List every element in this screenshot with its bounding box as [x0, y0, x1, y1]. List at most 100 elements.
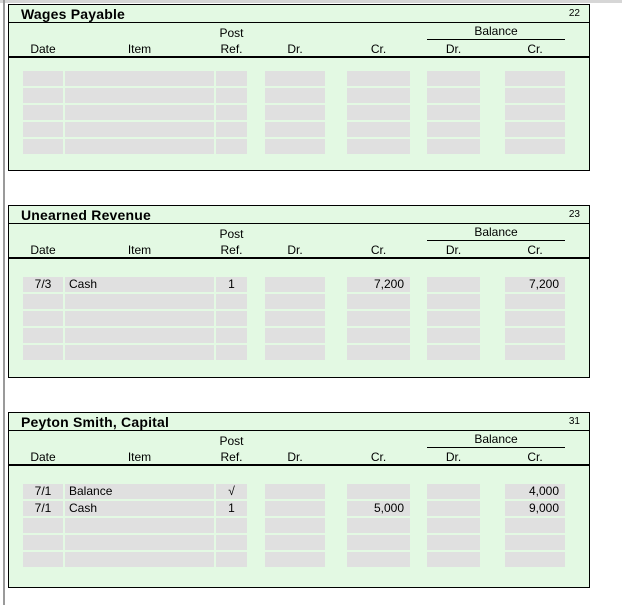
date-cell[interactable]: 7/3 [23, 277, 63, 292]
balance-credit-cell[interactable] [505, 88, 565, 103]
balance-debit-cell[interactable] [427, 277, 480, 292]
date-cell[interactable] [23, 294, 63, 309]
balance-credit-cell[interactable] [505, 294, 565, 309]
item-cell[interactable] [65, 518, 214, 533]
credit-cell[interactable] [347, 518, 410, 533]
credit-cell[interactable] [347, 122, 410, 137]
credit-cell[interactable]: 5,000 [347, 501, 410, 516]
date-cell[interactable] [23, 139, 63, 154]
balance-credit-cell[interactable] [505, 71, 565, 86]
balance-debit-cell[interactable] [427, 88, 480, 103]
credit-cell[interactable] [347, 139, 410, 154]
credit-cell[interactable]: 7,200 [347, 277, 410, 292]
date-cell[interactable] [23, 328, 63, 343]
item-cell[interactable]: Cash [65, 277, 214, 292]
credit-cell[interactable] [347, 71, 410, 86]
post-ref-cell[interactable] [216, 122, 247, 137]
balance-debit-cell[interactable] [427, 345, 480, 360]
balance-credit-cell[interactable] [505, 122, 565, 137]
date-cell[interactable] [23, 88, 63, 103]
debit-cell[interactable] [265, 311, 325, 326]
credit-cell[interactable] [347, 328, 410, 343]
item-cell[interactable]: Cash [65, 501, 214, 516]
balance-debit-cell[interactable] [427, 105, 480, 120]
date-cell[interactable] [23, 535, 63, 550]
date-cell[interactable] [23, 552, 63, 567]
balance-debit-cell[interactable] [427, 484, 480, 499]
post-ref-cell[interactable] [216, 139, 247, 154]
debit-cell[interactable] [265, 501, 325, 516]
credit-cell[interactable] [347, 535, 410, 550]
date-cell[interactable] [23, 71, 63, 86]
date-cell[interactable] [23, 345, 63, 360]
post-ref-cell[interactable]: 1 [216, 277, 247, 292]
debit-cell[interactable] [265, 139, 325, 154]
debit-cell[interactable] [265, 535, 325, 550]
debit-cell[interactable] [265, 552, 325, 567]
post-ref-cell[interactable] [216, 88, 247, 103]
credit-cell[interactable] [347, 345, 410, 360]
post-ref-cell[interactable] [216, 518, 247, 533]
credit-cell[interactable] [347, 552, 410, 567]
credit-cell[interactable] [347, 105, 410, 120]
balance-credit-cell[interactable]: 9,000 [505, 501, 565, 516]
debit-cell[interactable] [265, 518, 325, 533]
debit-cell[interactable] [265, 328, 325, 343]
debit-cell[interactable] [265, 294, 325, 309]
balance-credit-cell[interactable] [505, 345, 565, 360]
debit-cell[interactable] [265, 71, 325, 86]
post-ref-cell[interactable] [216, 552, 247, 567]
balance-debit-cell[interactable] [427, 535, 480, 550]
debit-cell[interactable] [265, 484, 325, 499]
date-cell[interactable] [23, 122, 63, 137]
balance-debit-cell[interactable] [427, 311, 480, 326]
debit-cell[interactable] [265, 277, 325, 292]
item-cell[interactable] [65, 71, 214, 86]
credit-cell[interactable] [347, 311, 410, 326]
post-ref-cell[interactable]: 1 [216, 501, 247, 516]
post-ref-cell[interactable] [216, 71, 247, 86]
credit-cell[interactable] [347, 484, 410, 499]
date-cell[interactable]: 7/1 [23, 484, 63, 499]
item-cell[interactable] [65, 552, 214, 567]
balance-debit-cell[interactable] [427, 518, 480, 533]
balance-debit-cell[interactable] [427, 501, 480, 516]
balance-credit-cell[interactable] [505, 105, 565, 120]
item-cell[interactable] [65, 105, 214, 120]
credit-cell[interactable] [347, 294, 410, 309]
balance-credit-cell[interactable] [505, 311, 565, 326]
post-ref-cell[interactable] [216, 535, 247, 550]
date-cell[interactable] [23, 311, 63, 326]
balance-debit-cell[interactable] [427, 552, 480, 567]
balance-credit-cell[interactable] [505, 552, 565, 567]
item-cell[interactable]: Balance [65, 484, 214, 499]
item-cell[interactable] [65, 88, 214, 103]
item-cell[interactable] [65, 311, 214, 326]
item-cell[interactable] [65, 328, 214, 343]
balance-debit-cell[interactable] [427, 71, 480, 86]
balance-debit-cell[interactable] [427, 294, 480, 309]
item-cell[interactable] [65, 345, 214, 360]
balance-credit-cell[interactable] [505, 328, 565, 343]
debit-cell[interactable] [265, 105, 325, 120]
balance-credit-cell[interactable]: 7,200 [505, 277, 565, 292]
balance-credit-cell[interactable]: 4,000 [505, 484, 565, 499]
post-ref-cell[interactable] [216, 105, 247, 120]
date-cell[interactable]: 7/1 [23, 501, 63, 516]
post-ref-cell[interactable] [216, 294, 247, 309]
post-ref-cell[interactable]: √ [216, 484, 247, 499]
post-ref-cell[interactable] [216, 311, 247, 326]
item-cell[interactable] [65, 139, 214, 154]
debit-cell[interactable] [265, 88, 325, 103]
balance-credit-cell[interactable] [505, 535, 565, 550]
balance-credit-cell[interactable] [505, 518, 565, 533]
debit-cell[interactable] [265, 122, 325, 137]
post-ref-cell[interactable] [216, 328, 247, 343]
date-cell[interactable] [23, 105, 63, 120]
credit-cell[interactable] [347, 88, 410, 103]
item-cell[interactable] [65, 122, 214, 137]
post-ref-cell[interactable] [216, 345, 247, 360]
date-cell[interactable] [23, 518, 63, 533]
balance-credit-cell[interactable] [505, 139, 565, 154]
debit-cell[interactable] [265, 345, 325, 360]
